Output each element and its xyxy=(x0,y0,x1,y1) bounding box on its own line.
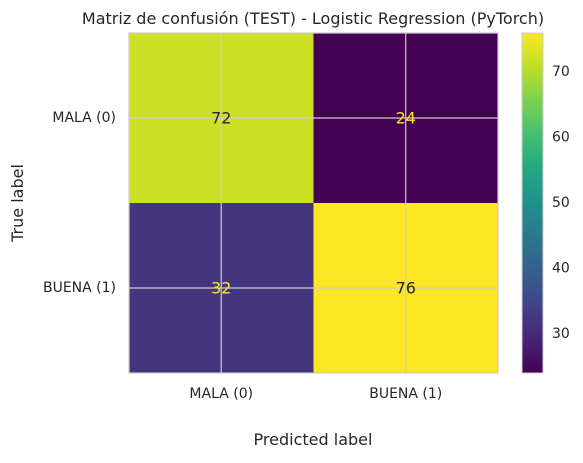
colorbar-tick-label: 40 xyxy=(552,260,570,276)
colorbar-tick-label: 60 xyxy=(552,130,570,146)
chart-title: Matriz de confusión (TEST) - Logistic Re… xyxy=(82,9,544,28)
cell-value-label: 24 xyxy=(396,109,416,128)
colorbar-tick-label: 70 xyxy=(552,64,570,80)
cell-value-label: 32 xyxy=(211,279,231,298)
heatmap-cells xyxy=(129,33,498,373)
colorbar-ticks: 30 40 50 60 70 xyxy=(552,64,570,342)
colorbar-tick-label: 50 xyxy=(552,195,570,211)
cell-value-label: 76 xyxy=(396,279,416,298)
y-tick-label: BUENA (1) xyxy=(43,280,116,296)
x-axis-label: Predicted label xyxy=(254,430,373,449)
plot-frame xyxy=(128,32,499,374)
y-axis-label: True label xyxy=(8,164,27,243)
cell-value-labels: 72 24 32 76 xyxy=(211,109,416,298)
x-tick-labels: MALA (0) BUENA (1) xyxy=(189,386,442,402)
y-tick-label: MALA (0) xyxy=(52,110,116,126)
cell-value-label: 72 xyxy=(211,109,231,128)
y-tick-labels: MALA (0) BUENA (1) xyxy=(43,110,116,296)
colorbar-tick-label: 30 xyxy=(552,326,570,342)
colorbar xyxy=(521,32,544,374)
x-tick-label: MALA (0) xyxy=(189,386,253,402)
gridlines xyxy=(129,33,498,373)
x-tick-label: BUENA (1) xyxy=(369,386,442,402)
